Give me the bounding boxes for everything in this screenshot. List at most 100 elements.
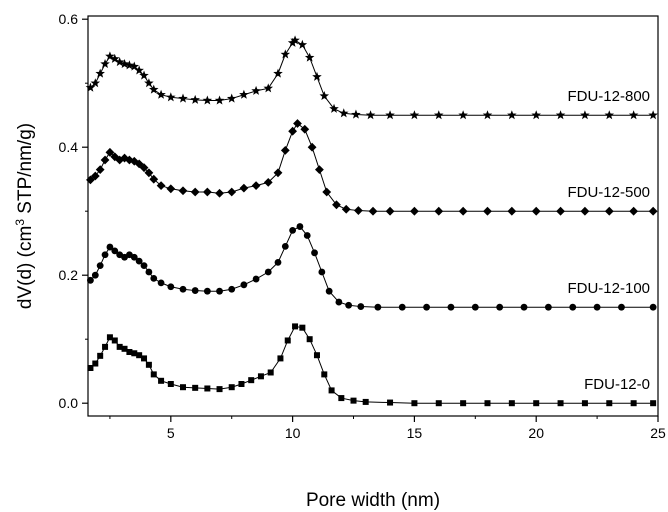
data-point-star [280,49,291,59]
data-point-square [204,385,211,392]
data-point-circle [145,268,153,276]
data-point-diamond [410,206,419,216]
data-point-circle [520,303,528,311]
data-point-circle [87,276,94,284]
data-point-square [267,369,274,376]
data-point-circle [135,257,143,265]
data-point-star [214,95,225,105]
data-point-diamond [300,124,310,134]
data-point-star [604,110,615,120]
data-point-star [304,52,315,62]
data-point-diamond [434,206,444,216]
data-point-diamond [95,165,105,174]
data-point-circle [150,275,158,282]
data-point-star [290,35,300,45]
data-point-square [180,384,186,391]
data-point-diamond [239,183,249,193]
data-point-diamond [580,206,590,216]
data-point-circle [228,285,236,293]
data-point-square [121,345,128,352]
data-point-square [102,343,109,350]
data-point-circle [447,303,455,311]
data-point-square [606,400,613,407]
data-point-circle [357,303,365,310]
data-point-square [313,352,320,359]
data-point-square [581,400,588,407]
data-point-star [139,70,149,80]
data-point-circle [423,303,430,311]
data-point-star [178,93,188,103]
plot-frame [87,15,659,417]
data-point-circle [569,303,577,311]
axes: 5 10 15 20 25 0.0 0.2 0.4 0.6 [59,11,666,441]
series-fdu-12-100 [87,223,657,311]
series-label: FDU-12-100 [567,280,650,297]
data-point-square [126,349,133,355]
data-point-circle [264,268,272,276]
data-point-circle [296,223,304,230]
data-point-circle [111,247,119,255]
data-point-circle [101,251,109,259]
data-point-square [228,384,235,391]
series-label: FDU-12-500 [567,184,650,201]
data-point-circle [274,259,282,266]
data-point-diamond [178,186,188,196]
y-tick-label: 0.6 [59,11,79,27]
data-point-star [105,51,115,61]
data-point-circle [398,303,406,311]
data-point-diamond [341,204,351,214]
data-point-circle [649,303,657,311]
data-point-diamond [293,119,302,128]
data-point-diamond [156,181,166,190]
y-axis-title-pre: dV(d) (cm [15,226,36,309]
data-point-star [144,78,154,88]
data-point-square [216,386,223,393]
data-point-star [351,109,361,119]
data-point-star [365,110,376,120]
data-point-circle [91,271,99,279]
data-point-star [385,110,395,120]
y-axis-title-sup: 3 [13,219,27,226]
data-point-circle [303,232,311,239]
data-point-square [284,337,291,344]
data-point-star [124,60,135,70]
data-point-circle [167,283,175,291]
data-point-star [226,93,237,103]
data-point-square [116,343,123,350]
data-point-square [97,352,104,359]
data-point-diamond [202,187,212,197]
data-point-star [134,65,144,75]
data-point-diamond [629,206,639,216]
data-point-circle [157,279,165,287]
x-tick-label: 20 [528,425,544,441]
data-point-square [248,377,255,384]
data-point-diamond [263,178,273,187]
data-point-square [306,336,313,343]
data-point-star [458,110,468,120]
data-point-star [90,78,101,88]
data-point-diamond [110,152,120,162]
data-point-circle [471,303,479,311]
data-point-diamond [307,142,317,152]
data-point-square [192,384,199,391]
data-point-star [129,61,140,71]
data-point-diamond [273,168,283,178]
data-point-diamond [604,206,614,216]
data-point-diamond [458,206,468,216]
data-point-diamond [385,206,395,216]
data-point-diamond [556,206,565,216]
y-tick-label: 0.0 [59,395,79,411]
series-label: FDU-12-0 [584,376,650,393]
data-point-square [145,361,152,368]
data-point-square [350,397,357,404]
data-point-square [277,355,284,362]
data-point-circle [130,253,138,261]
y-axis-title-post: STP/nm/g) [15,123,36,219]
data-point-circle [318,268,326,276]
data-point-diamond [648,206,658,216]
data-point-star [251,85,261,95]
data-point-square [167,381,174,387]
data-point-star [312,71,322,81]
data-point-square [460,400,467,407]
series-fdu-12-0 [87,323,657,407]
